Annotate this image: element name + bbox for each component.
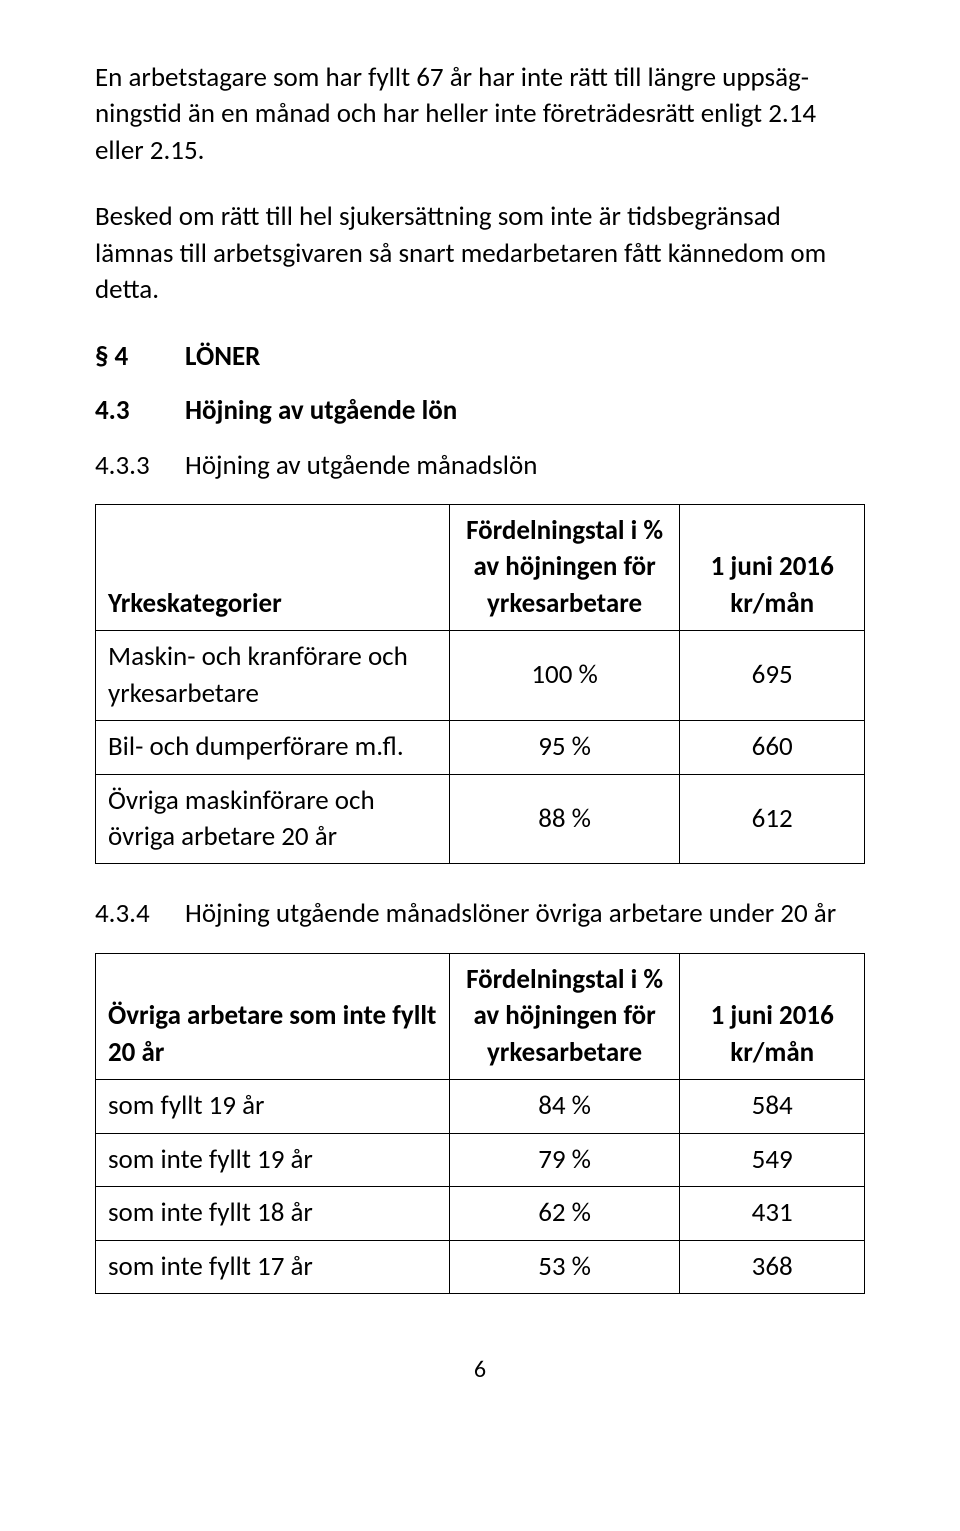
table1-header-col1: Yrkeskategorier: [96, 504, 450, 630]
section-4-3-3-num: 4.3.3: [95, 448, 185, 484]
table1-r0-label: Maskin- och kranförare och yrkesarbetare: [96, 631, 450, 721]
section-4-3-num: 4.3: [95, 393, 185, 429]
section-4-3-3-heading: 4.3.3 Höjning av utgående månadslön: [95, 448, 865, 484]
table-row: som inte fyllt 18 år 62 % 431: [96, 1187, 865, 1240]
table1-r1-val: 660: [680, 721, 865, 774]
table-row: Bil- och dumperförare m.fl. 95 % 660: [96, 721, 865, 774]
table2-r3-val: 368: [680, 1240, 865, 1293]
section-4-3-4-title: Höjning utgående månadslöner övriga arbe…: [185, 896, 865, 932]
table-row: som inte fyllt 19 år 79 % 549: [96, 1133, 865, 1186]
table-row: som fyllt 19 år 84 % 584: [96, 1080, 865, 1133]
section-4-3-3-title: Höjning av utgående månadslön: [185, 448, 865, 484]
table1-r2-label: Övriga maskinförare och övriga arbetare …: [96, 774, 450, 864]
table2-r3-pct: 53 %: [449, 1240, 680, 1293]
table1-r0-pct: 100 %: [449, 631, 680, 721]
section-4-title: LÖNER: [185, 339, 865, 375]
section-4-3-heading: 4.3 Höjning av utgående lön: [95, 393, 865, 429]
table2-header-col2: Fördelningstal i % av höjningen för yrke…: [449, 953, 680, 1079]
table2-r1-val: 549: [680, 1133, 865, 1186]
table2-r1-label: som inte fyllt 19 år: [96, 1133, 450, 1186]
table1-header-col3: 1 juni 2016 kr/mån: [680, 504, 865, 630]
section-4-heading: § 4 LÖNER: [95, 339, 865, 375]
paragraph-1: En arbetstagare som har fyllt 67 år har …: [95, 60, 865, 169]
table1-r2-val: 612: [680, 774, 865, 864]
table1-r1-label: Bil- och dumperförare m.fl.: [96, 721, 450, 774]
table2-r1-pct: 79 %: [449, 1133, 680, 1186]
table2-r2-val: 431: [680, 1187, 865, 1240]
table-row: som inte fyllt 17 år 53 % 368: [96, 1240, 865, 1293]
section-4-3-title: Höjning av utgående lön: [185, 393, 865, 429]
table1-r0-val: 695: [680, 631, 865, 721]
page-number: 6: [95, 1354, 865, 1386]
table2-r0-val: 584: [680, 1080, 865, 1133]
table-row: Övriga arbetare som inte fyllt 20 år För…: [96, 953, 865, 1079]
table-yrkeskategorier: Yrkeskategorier Fördelningstal i % av hö…: [95, 504, 865, 865]
table2-header-col1: Övriga arbetare som inte fyllt 20 år: [96, 953, 450, 1079]
section-4-3-4-num: 4.3.4: [95, 896, 185, 932]
section-4-num: § 4: [95, 339, 185, 375]
section-4-3-4-heading: 4.3.4 Höjning utgående månadslöner övrig…: [95, 896, 865, 932]
table2-r2-label: som inte fyllt 18 år: [96, 1187, 450, 1240]
table2-r0-label: som fyllt 19 år: [96, 1080, 450, 1133]
table2-r0-pct: 84 %: [449, 1080, 680, 1133]
table-row: Maskin- och kranförare och yrkesarbetare…: [96, 631, 865, 721]
table2-r2-pct: 62 %: [449, 1187, 680, 1240]
table1-header-col2: Fördelningstal i % av höjningen för yrke…: [449, 504, 680, 630]
table-ovriga-arbetare: Övriga arbetare som inte fyllt 20 år För…: [95, 953, 865, 1294]
table1-r2-pct: 88 %: [449, 774, 680, 864]
table2-header-col3: 1 juni 2016 kr/mån: [680, 953, 865, 1079]
paragraph-2: Besked om rätt till hel sjukersättning s…: [95, 199, 865, 308]
table-row: Yrkeskategorier Fördelningstal i % av hö…: [96, 504, 865, 630]
table1-r1-pct: 95 %: [449, 721, 680, 774]
table-row: Övriga maskinförare och övriga arbetare …: [96, 774, 865, 864]
table2-r3-label: som inte fyllt 17 år: [96, 1240, 450, 1293]
